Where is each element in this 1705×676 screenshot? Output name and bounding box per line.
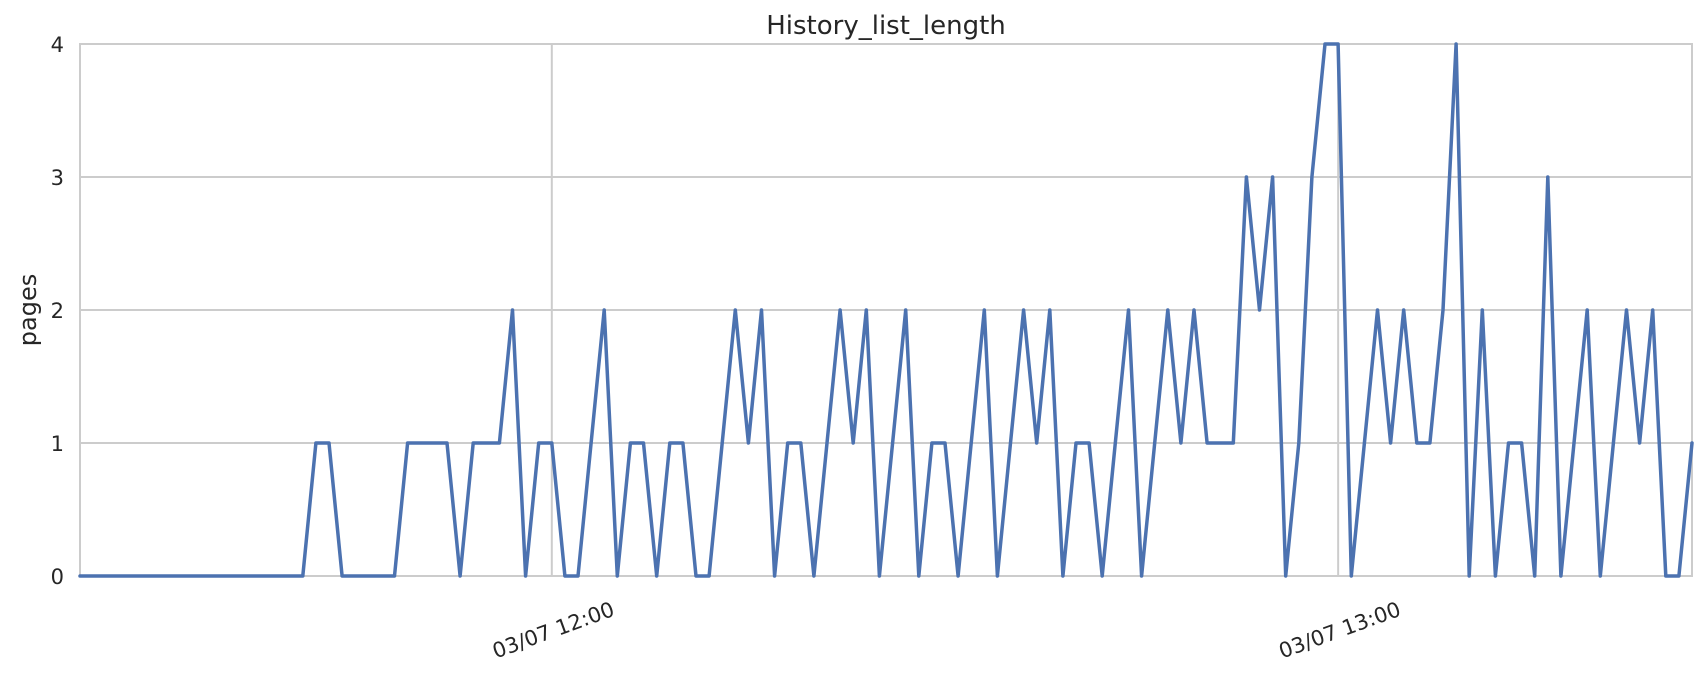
series-line xyxy=(78,42,1694,578)
y-tick-label: 1 xyxy=(51,432,64,456)
plot-frame xyxy=(79,43,1693,577)
y-tick-label: 3 xyxy=(51,166,64,190)
x-tick-labels: 03/07 12:00 03/07 13:00 xyxy=(489,597,1404,663)
y-axis-label: pages xyxy=(14,274,42,346)
y-tick-labels: 0 1 2 3 4 xyxy=(51,33,64,589)
y-tick-label: 2 xyxy=(51,299,64,323)
y-tick-label: 4 xyxy=(51,33,64,57)
series-group xyxy=(78,42,1694,578)
chart-title: History_list_length xyxy=(766,11,1006,41)
x-tick-label: 03/07 12:00 xyxy=(489,597,617,663)
x-tick-label: 03/07 13:00 xyxy=(1276,597,1404,663)
vertical-gridlines xyxy=(550,44,1340,576)
y-tick-label: 0 xyxy=(51,565,64,589)
